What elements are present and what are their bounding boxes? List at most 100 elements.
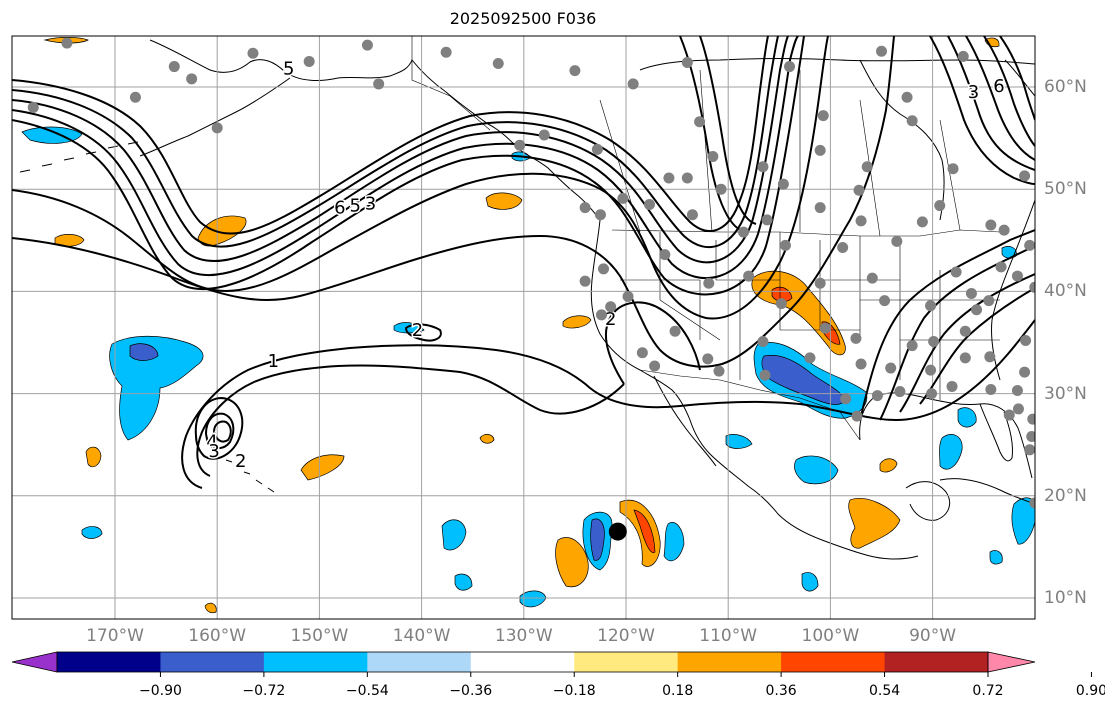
- contour-label: 3: [208, 441, 219, 462]
- station-dot: [759, 369, 771, 381]
- station-dot: [686, 209, 698, 221]
- contour-line: [12, 36, 789, 264]
- negative-anomaly-patch: [454, 573, 473, 591]
- contour-label: 6: [993, 76, 1004, 97]
- station-dot: [1080, 230, 1091, 241]
- us-west-coastline: [590, 219, 919, 560]
- station-dot: [840, 393, 852, 405]
- latitude-tick-label: 20°N: [1044, 485, 1087, 506]
- station-dot: [694, 116, 706, 128]
- map-title: 2025092500 F036: [449, 9, 597, 28]
- longitude-tick-label: 90°W: [909, 626, 957, 646]
- station-dot: [866, 272, 878, 284]
- alaska-canada-border: [411, 36, 491, 131]
- station-dot: [879, 295, 891, 307]
- station-dot: [1029, 281, 1035, 293]
- station-dot: [1093, 258, 1104, 269]
- station-dot: [579, 275, 591, 287]
- positive-anomaly-patch: [300, 454, 345, 481]
- station-dot: [819, 322, 831, 334]
- station-dot: [885, 362, 897, 374]
- station-dot: [926, 388, 938, 400]
- station-dot: [894, 386, 906, 398]
- storm-center-marker: [608, 522, 627, 541]
- contour-line: [194, 396, 244, 460]
- station-dot: [876, 45, 887, 57]
- station-dot: [891, 235, 903, 247]
- contour-line: [12, 36, 779, 248]
- baja-coastline: [653, 375, 717, 467]
- colorbar-min-arrow: [11, 651, 58, 673]
- contour-line: [181, 319, 1035, 489]
- station-dot: [817, 110, 829, 122]
- latitude-tick-label: 30°N: [1044, 383, 1087, 404]
- station-dot: [636, 347, 648, 359]
- greenland-edge: [1004, 59, 1035, 97]
- longitude-tick-label: 160°W: [188, 626, 247, 646]
- station-dot: [1024, 444, 1035, 456]
- station-dot: [669, 325, 681, 337]
- station-dot: [855, 215, 867, 227]
- station-dot: [861, 161, 873, 173]
- longitude-tick-label: 150°W: [290, 626, 349, 646]
- height-contours: [12, 36, 1035, 489]
- colorbar-tick-label: −0.36: [449, 683, 493, 699]
- contour-line: [859, 229, 1035, 421]
- station-dot: [1034, 251, 1035, 257]
- negative-anomaly-patch: [441, 519, 467, 551]
- longitude-tick-label: 120°W: [597, 626, 655, 646]
- colorbar: [11, 651, 1092, 677]
- contour-line: [196, 365, 339, 477]
- latitude-tick-label: 60°N: [1044, 77, 1087, 97]
- negative-anomaly-patch: [663, 522, 685, 562]
- colorbar-segment: [57, 652, 161, 672]
- station-dot: [627, 78, 639, 90]
- colorbar-max-arrow: [987, 651, 1036, 673]
- contour-line: [12, 36, 799, 279]
- contour-line: [404, 323, 442, 342]
- station-dot: [579, 202, 591, 214]
- station-dot: [440, 46, 452, 58]
- station-dot: [906, 115, 918, 127]
- station-dot: [713, 365, 725, 377]
- station-dot: [1040, 347, 1051, 358]
- station-dot: [1065, 265, 1076, 276]
- station-dot: [814, 144, 826, 156]
- station-dot: [959, 325, 971, 337]
- station-dot: [947, 163, 959, 175]
- station-dot: [901, 91, 913, 103]
- station-dot: [916, 216, 928, 228]
- negative-anomaly-patch: [957, 407, 977, 428]
- station-dot: [837, 241, 849, 253]
- negative-anomaly-patch: [725, 434, 753, 449]
- positive-anomaly-patch: [85, 446, 102, 468]
- positive-anomaly-patch: [479, 434, 495, 444]
- station-dot: [946, 380, 958, 392]
- station-dot: [985, 384, 997, 396]
- station-dot: [1065, 509, 1076, 520]
- contour-line: [12, 36, 895, 368]
- contour-label: 2: [605, 309, 616, 330]
- negative-anomaly-patch: [794, 455, 839, 485]
- station-dot: [129, 91, 141, 103]
- station-dot: [738, 226, 750, 238]
- station-dot: [569, 65, 581, 77]
- longitude-tick-label: 100°W: [801, 626, 860, 646]
- negative-anomaly-patch: [1011, 497, 1035, 545]
- longitude-tick-label: 140°W: [392, 626, 451, 646]
- station-dot: [814, 202, 826, 214]
- station-dot: [985, 219, 997, 231]
- contour-label: 6: [334, 198, 345, 219]
- negative-anomaly-patch: [21, 126, 83, 144]
- contour-label: 4: [206, 432, 217, 453]
- yucatan-coastline: [905, 481, 951, 521]
- station-dot: [777, 178, 789, 190]
- station-dot: [1019, 366, 1031, 378]
- colorbar-segment: [160, 652, 265, 672]
- contour-label: 3: [365, 194, 376, 215]
- station-dot: [814, 277, 826, 289]
- station-markers: [27, 37, 1104, 520]
- station-dot: [1050, 311, 1061, 322]
